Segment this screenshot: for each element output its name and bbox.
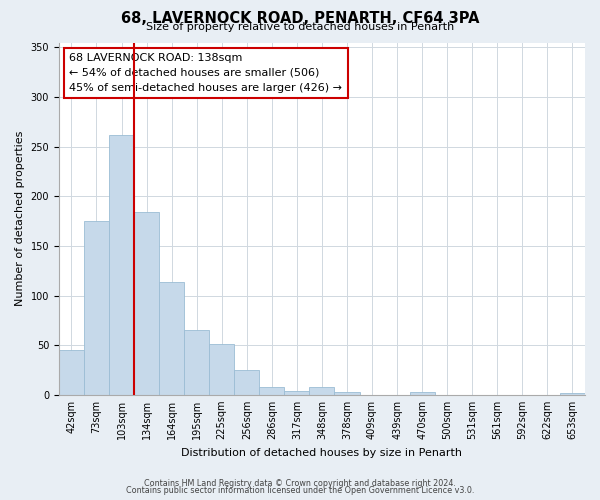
Bar bbox=[159, 282, 184, 395]
Bar bbox=[59, 350, 84, 395]
Y-axis label: Number of detached properties: Number of detached properties bbox=[15, 131, 25, 306]
Bar bbox=[184, 330, 209, 395]
Bar bbox=[234, 370, 259, 395]
Text: Contains HM Land Registry data © Crown copyright and database right 2024.: Contains HM Land Registry data © Crown c… bbox=[144, 478, 456, 488]
X-axis label: Distribution of detached houses by size in Penarth: Distribution of detached houses by size … bbox=[181, 448, 463, 458]
Bar bbox=[134, 212, 159, 395]
Bar bbox=[209, 344, 234, 395]
Bar bbox=[560, 393, 585, 395]
Text: 68, LAVERNOCK ROAD, PENARTH, CF64 3PA: 68, LAVERNOCK ROAD, PENARTH, CF64 3PA bbox=[121, 11, 479, 26]
Bar bbox=[84, 221, 109, 395]
Bar bbox=[334, 392, 359, 395]
Bar bbox=[310, 387, 334, 395]
Text: Size of property relative to detached houses in Penarth: Size of property relative to detached ho… bbox=[146, 22, 454, 32]
Text: Contains public sector information licensed under the Open Government Licence v3: Contains public sector information licen… bbox=[126, 486, 474, 495]
Text: 68 LAVERNOCK ROAD: 138sqm
← 54% of detached houses are smaller (506)
45% of semi: 68 LAVERNOCK ROAD: 138sqm ← 54% of detac… bbox=[70, 53, 343, 92]
Bar bbox=[259, 387, 284, 395]
Bar bbox=[109, 135, 134, 395]
Bar bbox=[284, 391, 310, 395]
Bar bbox=[410, 392, 434, 395]
